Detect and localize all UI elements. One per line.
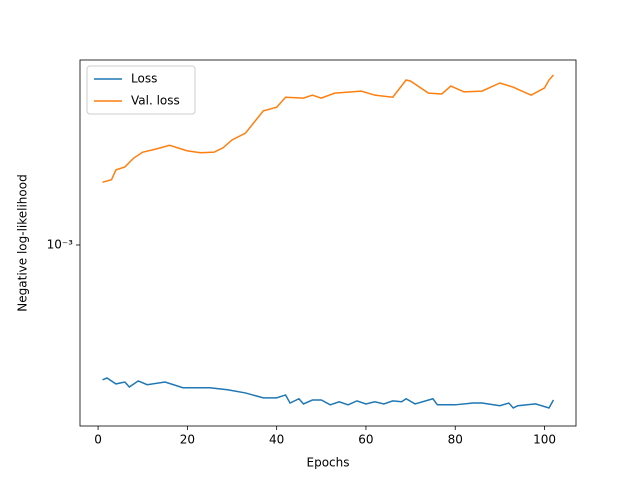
x-tick-label: 20 bbox=[180, 433, 195, 447]
x-tick-label: 0 bbox=[94, 433, 102, 447]
legend-label: Val. loss bbox=[131, 94, 180, 108]
x-tick-label: 100 bbox=[533, 433, 556, 447]
legend-label: Loss bbox=[131, 72, 157, 86]
y-tick-label: 10⁻³ bbox=[47, 237, 74, 251]
series-line bbox=[102, 74, 555, 183]
plot-area bbox=[102, 74, 555, 409]
y-axis-label: Negative log-likelihood bbox=[16, 174, 30, 311]
x-axis-label: Epochs bbox=[307, 456, 350, 470]
series-line bbox=[102, 377, 555, 409]
legend-box bbox=[86, 65, 196, 115]
axes-frame bbox=[79, 59, 577, 427]
x-tick-label: 80 bbox=[448, 433, 463, 447]
x-tick-label: 60 bbox=[358, 433, 373, 447]
x-tick-label: 40 bbox=[269, 433, 284, 447]
